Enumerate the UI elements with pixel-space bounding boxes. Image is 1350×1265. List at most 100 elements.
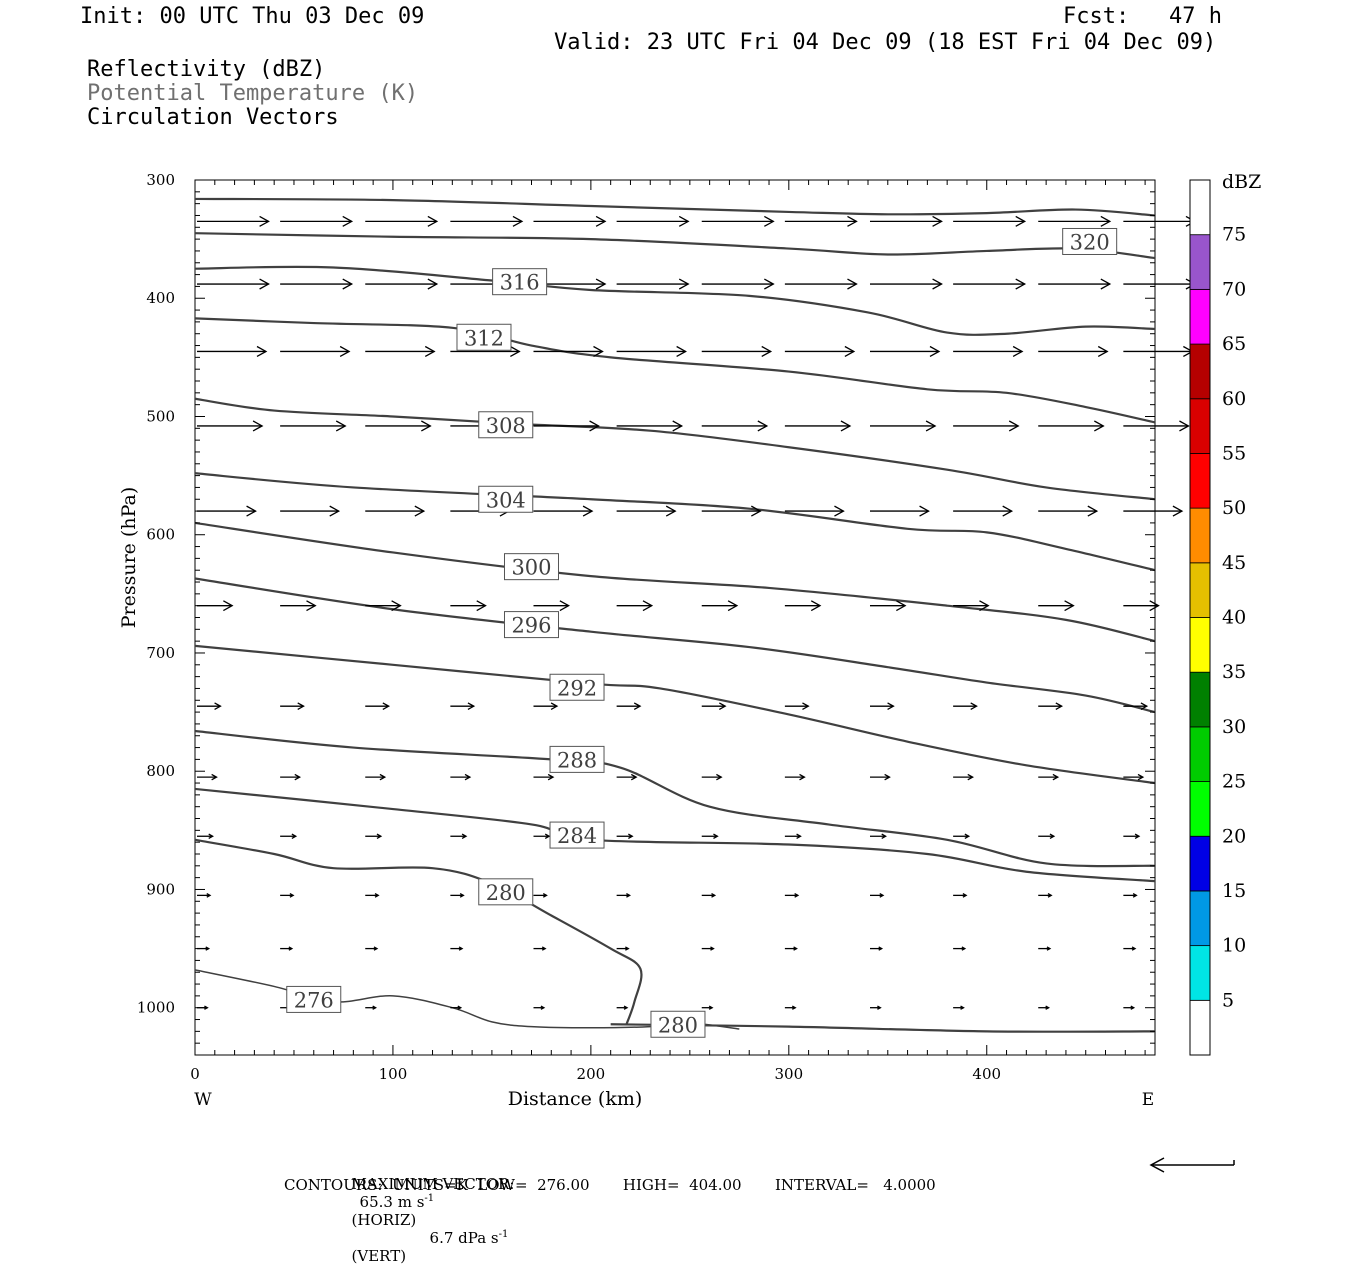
vector-arrowhead: [373, 946, 379, 951]
isentrope-308: [195, 397, 1155, 501]
forecast-hour: Fcst: 47 h: [1063, 4, 1222, 29]
colorbar-title: dBZ: [1222, 171, 1261, 193]
x-tick-label: 200: [577, 1065, 606, 1083]
vector-arrowhead: [799, 773, 806, 781]
isentrope-280: [195, 838, 643, 1025]
vector-arrowhead: [342, 215, 354, 227]
vector-arrowhead: [297, 702, 305, 710]
vector-arrowhead: [204, 1005, 209, 1010]
vector-arrowhead: [1015, 215, 1027, 227]
vector-arrowhead: [764, 215, 775, 227]
vector-arrowhead: [464, 773, 472, 781]
reference-vector-head: [1149, 1157, 1165, 1173]
vector-arrowhead: [967, 773, 974, 781]
vector-arrowhead: [1008, 420, 1020, 432]
contour-label-box: [286, 985, 342, 1013]
vector-arrowhead: [1064, 600, 1075, 612]
contour-label-276: 276: [286, 985, 342, 1013]
vector-arrowhead: [960, 1005, 965, 1010]
vector-arrowhead: [802, 702, 810, 710]
contour-label-box: [478, 411, 534, 439]
vector-arrowhead: [932, 278, 943, 290]
vector-arrowhead: [919, 505, 930, 517]
vector-arrowhead: [382, 702, 391, 710]
vector-arrowhead: [289, 893, 295, 898]
vector-arrowhead: [961, 946, 967, 951]
vector-arrowhead: [1052, 773, 1060, 781]
vector-arrowhead: [794, 893, 800, 898]
vector-arrowhead: [727, 600, 739, 612]
vector-arrowhead: [547, 773, 555, 781]
colorbar-segment: [1189, 288, 1211, 345]
x-axis-label: Distance (km): [508, 1088, 643, 1110]
vector-arrowhead: [540, 1005, 546, 1010]
contour-label-text: 280: [486, 881, 526, 905]
colorbar-segment: [1189, 617, 1211, 673]
colorbar-segment: [1189, 726, 1211, 782]
y-tick-label: 600: [146, 526, 175, 544]
colorbar-level-label: 25: [1222, 771, 1246, 793]
contour-label-text: 280: [658, 1013, 698, 1037]
vector-arrowhead: [206, 893, 212, 898]
field-circulation-vectors: Circulation Vectors: [87, 105, 339, 130]
contour-label-292: 292: [549, 673, 605, 701]
vector-arrowhead: [764, 278, 775, 290]
vector-arrowhead: [541, 946, 547, 951]
vector-arrowhead: [847, 278, 858, 290]
y-tick-label: 400: [146, 289, 175, 307]
vector-arrowhead: [716, 773, 723, 781]
contour-label-box: [478, 485, 534, 513]
vector-arrowhead: [550, 702, 559, 710]
isentrope-292: [195, 644, 1155, 785]
vector-arrowhead: [1097, 345, 1109, 357]
init-time: Init: 00 UTC Thu 03 Dec 09: [80, 4, 425, 29]
colorbar-segment: [1189, 562, 1211, 618]
isentrope-312: [195, 317, 1155, 424]
contour-label-300: 300: [503, 553, 559, 581]
vector-arrowhead: [211, 773, 218, 781]
vector-arrowhead: [223, 600, 234, 612]
vector-arrowhead: [335, 420, 347, 432]
colorbar-segment: [1189, 835, 1211, 892]
colorbar-level-label: 45: [1222, 552, 1246, 574]
vector-arrowhead: [929, 345, 941, 357]
isentrope-320: [195, 197, 1155, 217]
colorbar-segment: [1189, 999, 1211, 1056]
colorbar-segment: [1189, 398, 1211, 454]
vector-arrowhead: [294, 773, 302, 781]
vector-arrowhead: [711, 893, 717, 898]
isentrope-284: [195, 787, 1155, 883]
vector-arrowhead: [476, 600, 487, 612]
vector-arrowhead: [379, 773, 387, 781]
vector-arrowhead: [844, 345, 856, 357]
contour-label-312: 312: [456, 323, 512, 351]
vector-arrowhead: [544, 833, 551, 839]
vector-arrowhead: [962, 893, 968, 898]
vector-arrowhead: [339, 345, 351, 357]
vector-arrowhead: [642, 600, 654, 612]
contour-label-text: 320: [1070, 230, 1110, 254]
y-tick-label: 500: [146, 407, 175, 425]
contour-label-box: [1062, 227, 1118, 255]
vector-arrowhead: [678, 278, 690, 290]
vector-arrowhead: [252, 420, 264, 432]
vector-arrowhead: [421, 420, 432, 432]
vector-arrowhead: [512, 215, 524, 227]
contour-label-box: [503, 553, 559, 581]
y-tick-label: 800: [146, 762, 175, 780]
vector-arrowhead: [595, 215, 607, 227]
colorbar-level-label: 55: [1222, 442, 1246, 464]
colorbar-level-label: 20: [1222, 825, 1246, 847]
colorbar-level-label: 10: [1222, 935, 1246, 957]
contour-label-layer: 320 316 312 308 304 300 296 292 288 284 280 280 276: [286, 227, 1118, 1038]
vector-arrowhead: [427, 215, 439, 227]
x-tick-label: 300: [774, 1065, 803, 1083]
vector-arrowhead: [665, 505, 677, 517]
contour-info: CONTOURS: UNITS=K LOW= 276.00 HIGH= 404.…: [284, 1176, 936, 1194]
vector-arrowhead: [1047, 893, 1053, 898]
contour-label-280: 280: [478, 878, 534, 906]
x-tick-label: 100: [379, 1065, 408, 1083]
vector-arrowhead: [791, 1005, 797, 1010]
vector-arrowhead: [459, 893, 465, 898]
vector-arrowhead: [979, 600, 990, 612]
